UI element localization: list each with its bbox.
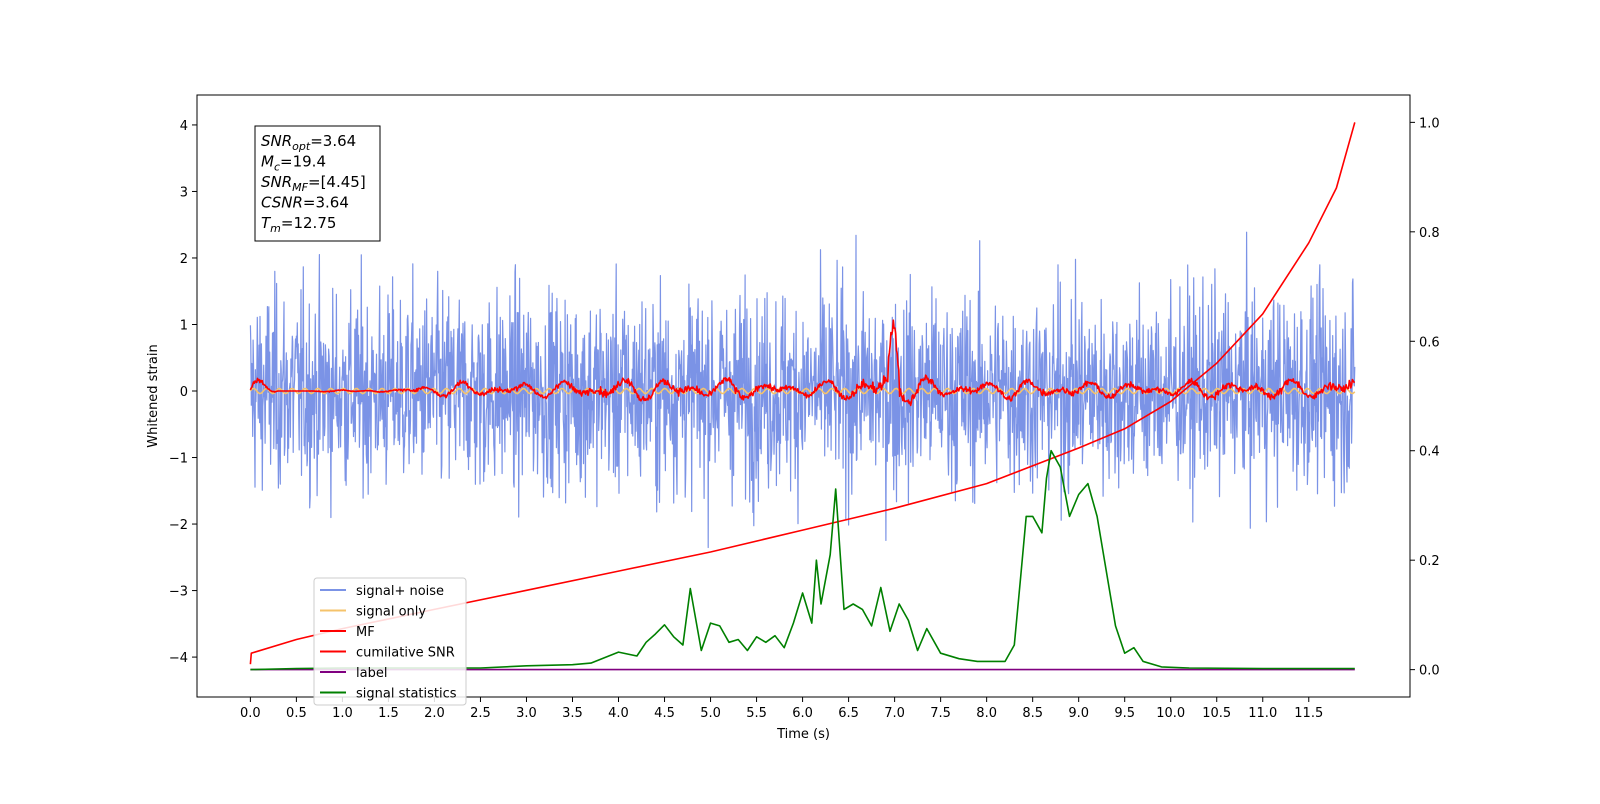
annotation-symbol: CSNR xyxy=(261,194,303,212)
annotation-box xyxy=(254,125,381,242)
annotation-value: =3.64 xyxy=(303,194,349,212)
legend-label: label xyxy=(356,666,387,681)
x-tick-label: 11.5 xyxy=(1294,706,1323,721)
x-tick-label: 8.0 xyxy=(976,706,997,721)
x-tick-label: 1.0 xyxy=(332,706,353,721)
annotation-subscript: c xyxy=(274,161,280,174)
y2-tick-label: 0.4 xyxy=(1419,445,1440,460)
plot-frame xyxy=(196,94,1411,698)
y2-tick-label: 0.0 xyxy=(1419,664,1440,679)
x-tick-label: 11.0 xyxy=(1248,706,1277,721)
annotation-line: Mc=19.4 xyxy=(261,153,326,174)
annotation-symbol: M xyxy=(261,153,274,171)
series-line-2 xyxy=(249,319,1355,407)
x-tick-label: 2.5 xyxy=(470,706,491,721)
y-tick-label: 2 xyxy=(180,252,188,267)
y-tick-label: −3 xyxy=(169,585,188,600)
x-tick-label: 2.0 xyxy=(424,706,445,721)
x-tick-label: 0.5 xyxy=(286,706,307,721)
annotation-layer: SNRopt=3.64Mc=19.4SNRMF=[4.45]CSNR=3.64T… xyxy=(254,125,381,242)
annotation-line: SNRopt=3.64 xyxy=(261,132,356,153)
x-tick-label: 10.0 xyxy=(1156,706,1185,721)
x-tick-label: 6.0 xyxy=(792,706,813,721)
y-tick-label: 3 xyxy=(180,185,188,200)
x-tick-label: 5.5 xyxy=(746,706,767,721)
y-tick-label: 1 xyxy=(180,318,188,333)
annotation-subscript: m xyxy=(270,222,281,235)
series-line-0 xyxy=(249,231,1356,549)
legend-label: signal+ noise xyxy=(356,584,444,599)
legend-label: signal statistics xyxy=(356,687,457,702)
annotation-line: CSNR=3.64 xyxy=(261,194,349,212)
annotation-line: Tm=12.75 xyxy=(261,214,336,235)
y-tick-label: 4 xyxy=(180,119,188,134)
axes-layer: 0.0 0.5 1.0 1.5 2.0 2.5 3.0 3.5 4.0 4.5 5.0 5.5 6.0 6… xyxy=(146,94,1440,742)
y2-tick-label: 0.2 xyxy=(1419,554,1440,569)
annotation-subscript: MF xyxy=(292,181,308,194)
legend-label: MF xyxy=(356,625,375,640)
legend-layer: signal+ noise signal only MF cumilative SNR… xyxy=(313,577,467,706)
y2-tick-label: 1.0 xyxy=(1419,116,1440,131)
annotation-value: =12.75 xyxy=(281,214,337,232)
annotation-line: SNRMF=[4.45] xyxy=(261,173,366,194)
x-tick-label: 9.0 xyxy=(1068,706,1089,721)
x-tick-label: 3.5 xyxy=(562,706,583,721)
x-tick-label: 7.0 xyxy=(884,706,905,721)
y-axis-label: Whitened strain xyxy=(146,344,161,447)
x-tick-label: 1.5 xyxy=(378,706,399,721)
x-tick-label: 9.5 xyxy=(1114,706,1135,721)
legend-label: signal only xyxy=(356,605,426,620)
x-tick-label: 5.0 xyxy=(700,706,721,721)
annotation-value: =[4.45] xyxy=(308,173,366,191)
x-axis-label: Time (s) xyxy=(776,727,830,742)
legend-label: cumilative SNR xyxy=(356,646,455,661)
y-tick-label: 0 xyxy=(180,385,188,400)
x-tick-label: 6.5 xyxy=(838,706,859,721)
y-tick-label: −1 xyxy=(169,452,188,467)
annotation-symbol: SNR xyxy=(261,132,292,150)
annotation-symbol: T xyxy=(261,214,272,232)
y2-tick-label: 0.8 xyxy=(1419,226,1440,241)
y-tick-label: −2 xyxy=(169,518,188,533)
x-tick-label: 0.0 xyxy=(240,706,261,721)
series-line-5 xyxy=(250,449,1355,671)
legend-box xyxy=(313,577,467,706)
annotation-value: =19.4 xyxy=(280,153,326,171)
x-tick-label: 8.5 xyxy=(1022,706,1043,721)
annotation-value: =3.64 xyxy=(310,132,356,150)
x-tick-label: 4.0 xyxy=(608,706,629,721)
y-tick-label: −4 xyxy=(169,651,188,666)
y2-tick-label: 0.6 xyxy=(1419,335,1440,350)
annotation-subscript: opt xyxy=(292,140,311,153)
x-tick-label: 7.5 xyxy=(930,706,951,721)
x-tick-label: 3.0 xyxy=(516,706,537,721)
annotation-symbol: SNR xyxy=(261,173,292,191)
x-tick-label: 4.5 xyxy=(654,706,675,721)
x-tick-label: 10.5 xyxy=(1202,706,1231,721)
